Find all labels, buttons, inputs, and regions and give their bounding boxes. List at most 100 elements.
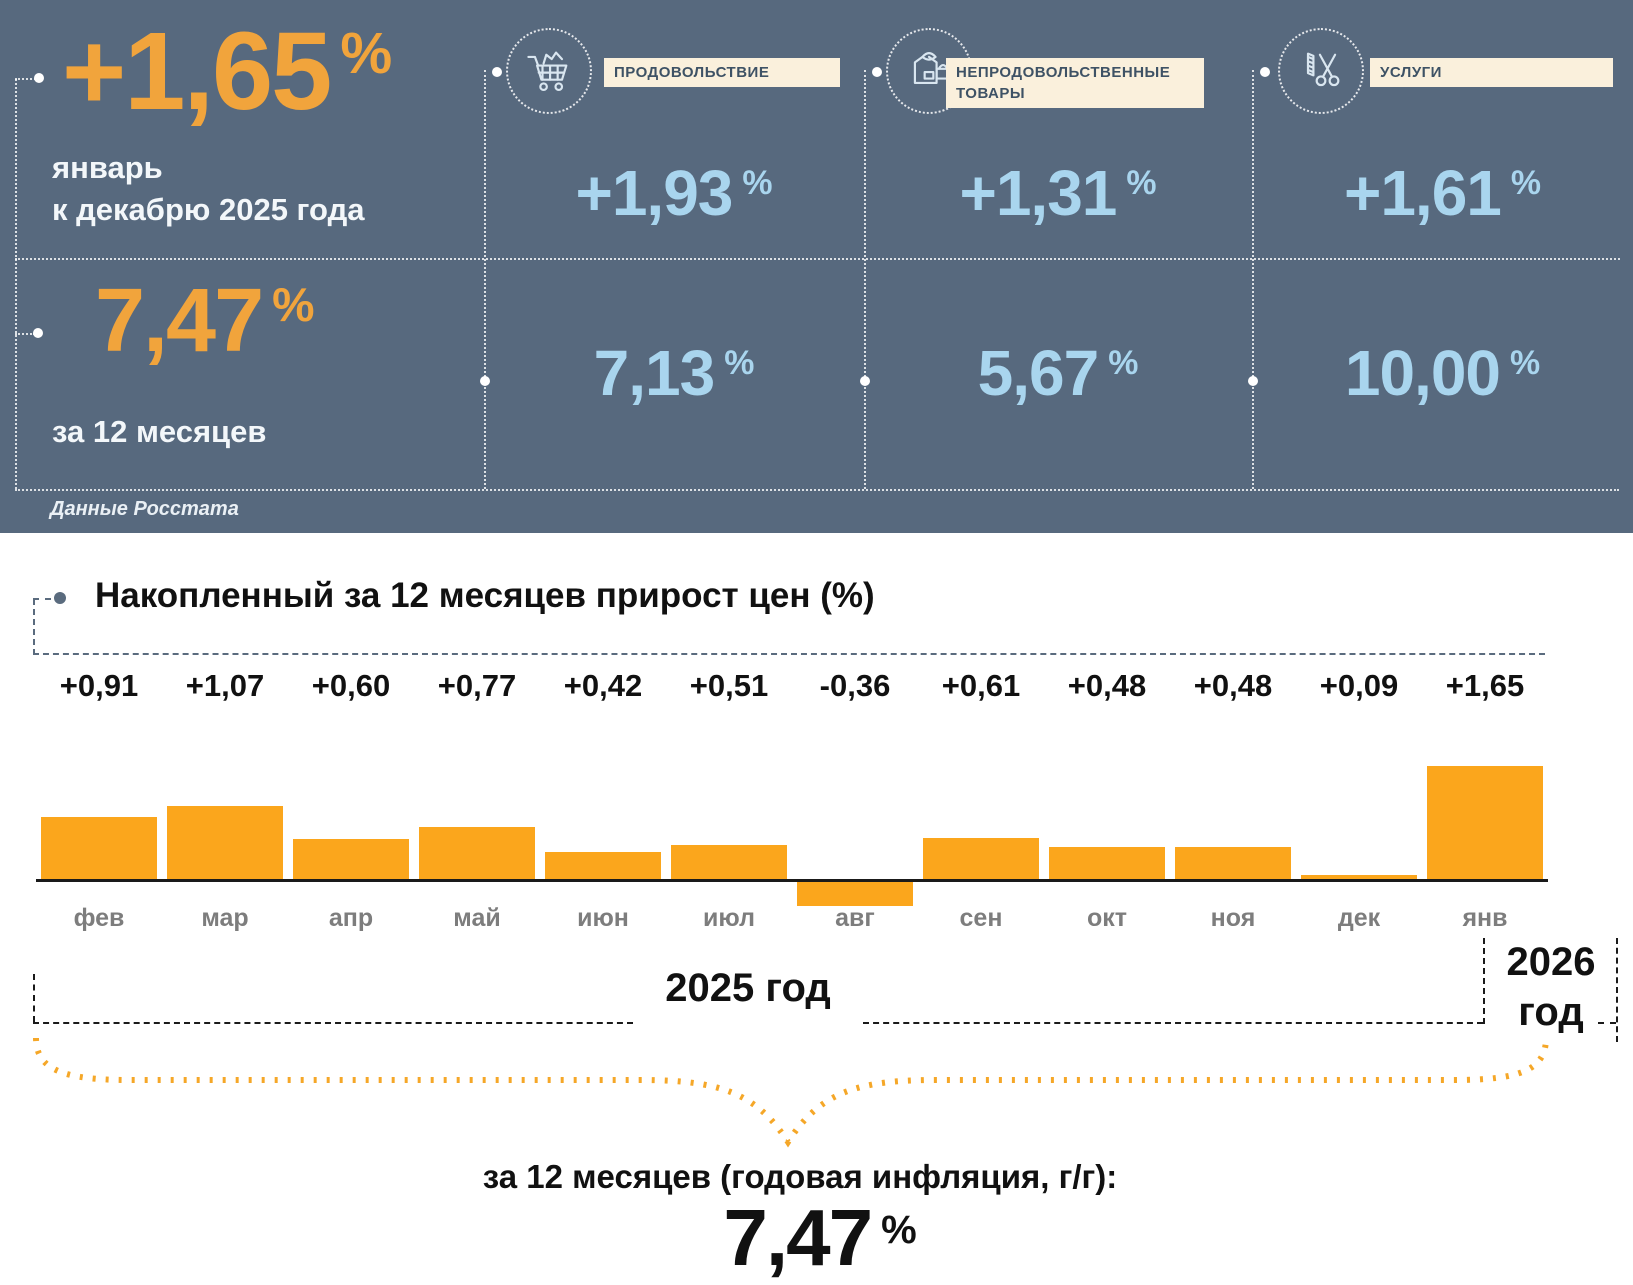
- connector-dot: [1260, 67, 1270, 77]
- bar-value-label: +0,42: [563, 668, 643, 703]
- bar-value-label: +0,61: [941, 668, 1021, 703]
- bar-month-label: авг: [835, 904, 875, 932]
- connector-dot: [492, 67, 502, 77]
- bar: [797, 881, 913, 907]
- connector-dot: [480, 376, 490, 386]
- bar-month-label: ноя: [1210, 904, 1256, 932]
- food-month-value: +1,93%: [484, 156, 864, 230]
- connector-dot: [872, 67, 882, 77]
- column-separator: [484, 70, 486, 489]
- bar-cell: [414, 760, 540, 911]
- bar-value-label: +0,51: [689, 668, 769, 703]
- brace-curve: [33, 1037, 1549, 1148]
- bar: [293, 839, 409, 881]
- bar: [1427, 765, 1543, 881]
- monthly-period-line2: к декабрю 2025 года: [52, 192, 365, 227]
- annual-period-label: за 12 месяцев: [52, 414, 267, 449]
- connector-dot: [860, 376, 870, 386]
- bar-cell: [666, 760, 792, 911]
- percent-sign: %: [1126, 163, 1157, 202]
- title-bullet: [54, 592, 66, 604]
- summary-caption: за 12 месяцев (годовая инфляция, г/г):: [482, 1158, 1118, 1195]
- bar-month-label: июл: [703, 904, 755, 932]
- bar-value-label: +0,48: [1193, 668, 1273, 703]
- bar: [41, 817, 157, 881]
- summary-value: 7,47%: [0, 1192, 1633, 1284]
- bar-value-label: +1,65: [1445, 668, 1525, 703]
- bar-cell: [36, 760, 162, 911]
- title-bracket-bottom: [33, 653, 1545, 655]
- bar: [923, 838, 1039, 881]
- monthly-period-line1: январь: [52, 150, 163, 185]
- bar: [419, 827, 535, 881]
- bar-month-label: июн: [577, 904, 629, 932]
- bar: [671, 845, 787, 881]
- monthly-inflation-number: +1,65: [62, 10, 332, 133]
- bar-value-label: +0,91: [59, 668, 139, 703]
- bar: [1049, 847, 1165, 881]
- percent-sign: %: [340, 20, 393, 86]
- annual-inflation-value: 7,47%: [95, 272, 315, 371]
- bars: [36, 760, 1548, 911]
- services-category-label: УСЛУГИ: [1370, 58, 1613, 87]
- column-separator: [864, 70, 866, 489]
- bar-month-label: фев: [73, 904, 125, 932]
- monthly-bar-chart: [36, 760, 1548, 911]
- chart-baseline: [36, 879, 1548, 882]
- percent-sign: %: [1510, 163, 1542, 202]
- percent-sign: %: [1510, 343, 1541, 382]
- percent-sign: %: [881, 1208, 917, 1252]
- bar-cell: [792, 760, 918, 911]
- bar-month-label: дек: [1337, 904, 1381, 932]
- connector-dot: [1248, 376, 1258, 386]
- food-annual-number: 7,13: [593, 337, 716, 409]
- scissors-comb-icon: [1306, 52, 1340, 87]
- dotted-connector: [15, 333, 35, 335]
- nonfood-annual-value: 5,67%: [864, 336, 1252, 410]
- chart-title: Накопленный за 12 месяцев прирост цен (%…: [95, 576, 875, 615]
- dotted-bottom-divider: [15, 489, 1619, 491]
- bar-cell: [918, 760, 1044, 911]
- nonfood-category-label: НЕПРОДОВОЛЬСТВЕННЫЕ ТОВАРЫ: [946, 58, 1204, 108]
- bar-cell: [1296, 760, 1422, 911]
- bar-month-label: сен: [959, 904, 1003, 932]
- percent-sign: %: [724, 343, 755, 382]
- timeline-tick-right: [1616, 938, 1618, 1042]
- nonfood-month-number: +1,31: [959, 157, 1117, 229]
- bar-cell: [288, 760, 414, 911]
- bar-month-label: апр: [328, 904, 374, 932]
- bar-cell: [162, 760, 288, 911]
- percent-sign: %: [272, 279, 315, 333]
- services-annual-value: 10,00%: [1252, 336, 1633, 410]
- year-2025-label: 2025 год: [665, 966, 831, 1010]
- bar-month-label: май: [453, 904, 501, 932]
- nonfood-annual-number: 5,67: [977, 337, 1100, 409]
- bar: [1175, 847, 1291, 881]
- services-annual-number: 10,00: [1344, 337, 1501, 409]
- timeline-dash-right: [863, 1022, 1483, 1024]
- bar-value-label: +1,07: [185, 668, 265, 703]
- year-2026-line1: 2026: [1506, 940, 1596, 984]
- bar-cell: [1170, 760, 1296, 911]
- monthly-inflation-value: +1,65%: [62, 13, 393, 131]
- bar-value-label: +0,60: [311, 668, 391, 703]
- header-panel: +1,65% январь к декабрю 2025 года 7,47% …: [0, 0, 1633, 533]
- annual-inflation-number: 7,47: [95, 271, 264, 371]
- food-category-label: ПРОДОВОЛЬСТВИЕ: [604, 58, 840, 87]
- bar-month-label: янв: [1462, 904, 1508, 932]
- bar-value-label: +0,09: [1319, 668, 1399, 703]
- timeline-dash-end: [1598, 1022, 1616, 1024]
- services-icon-circle: [1278, 28, 1364, 114]
- bar-cell: [1044, 760, 1170, 911]
- bar-month-label: окт: [1086, 904, 1128, 932]
- bar-cell: [1422, 760, 1548, 911]
- timeline-tick-mid: [1483, 938, 1485, 1024]
- food-annual-value: 7,13%: [484, 336, 864, 410]
- timeline-tick-left: [33, 974, 35, 1022]
- year-2026-line2: год: [1518, 990, 1584, 1034]
- title-bracket-left: [33, 599, 35, 655]
- bar: [545, 851, 661, 881]
- dotted-row-divider: [15, 258, 1620, 260]
- dotted-border-left: [15, 79, 17, 489]
- percent-sign: %: [1108, 343, 1139, 382]
